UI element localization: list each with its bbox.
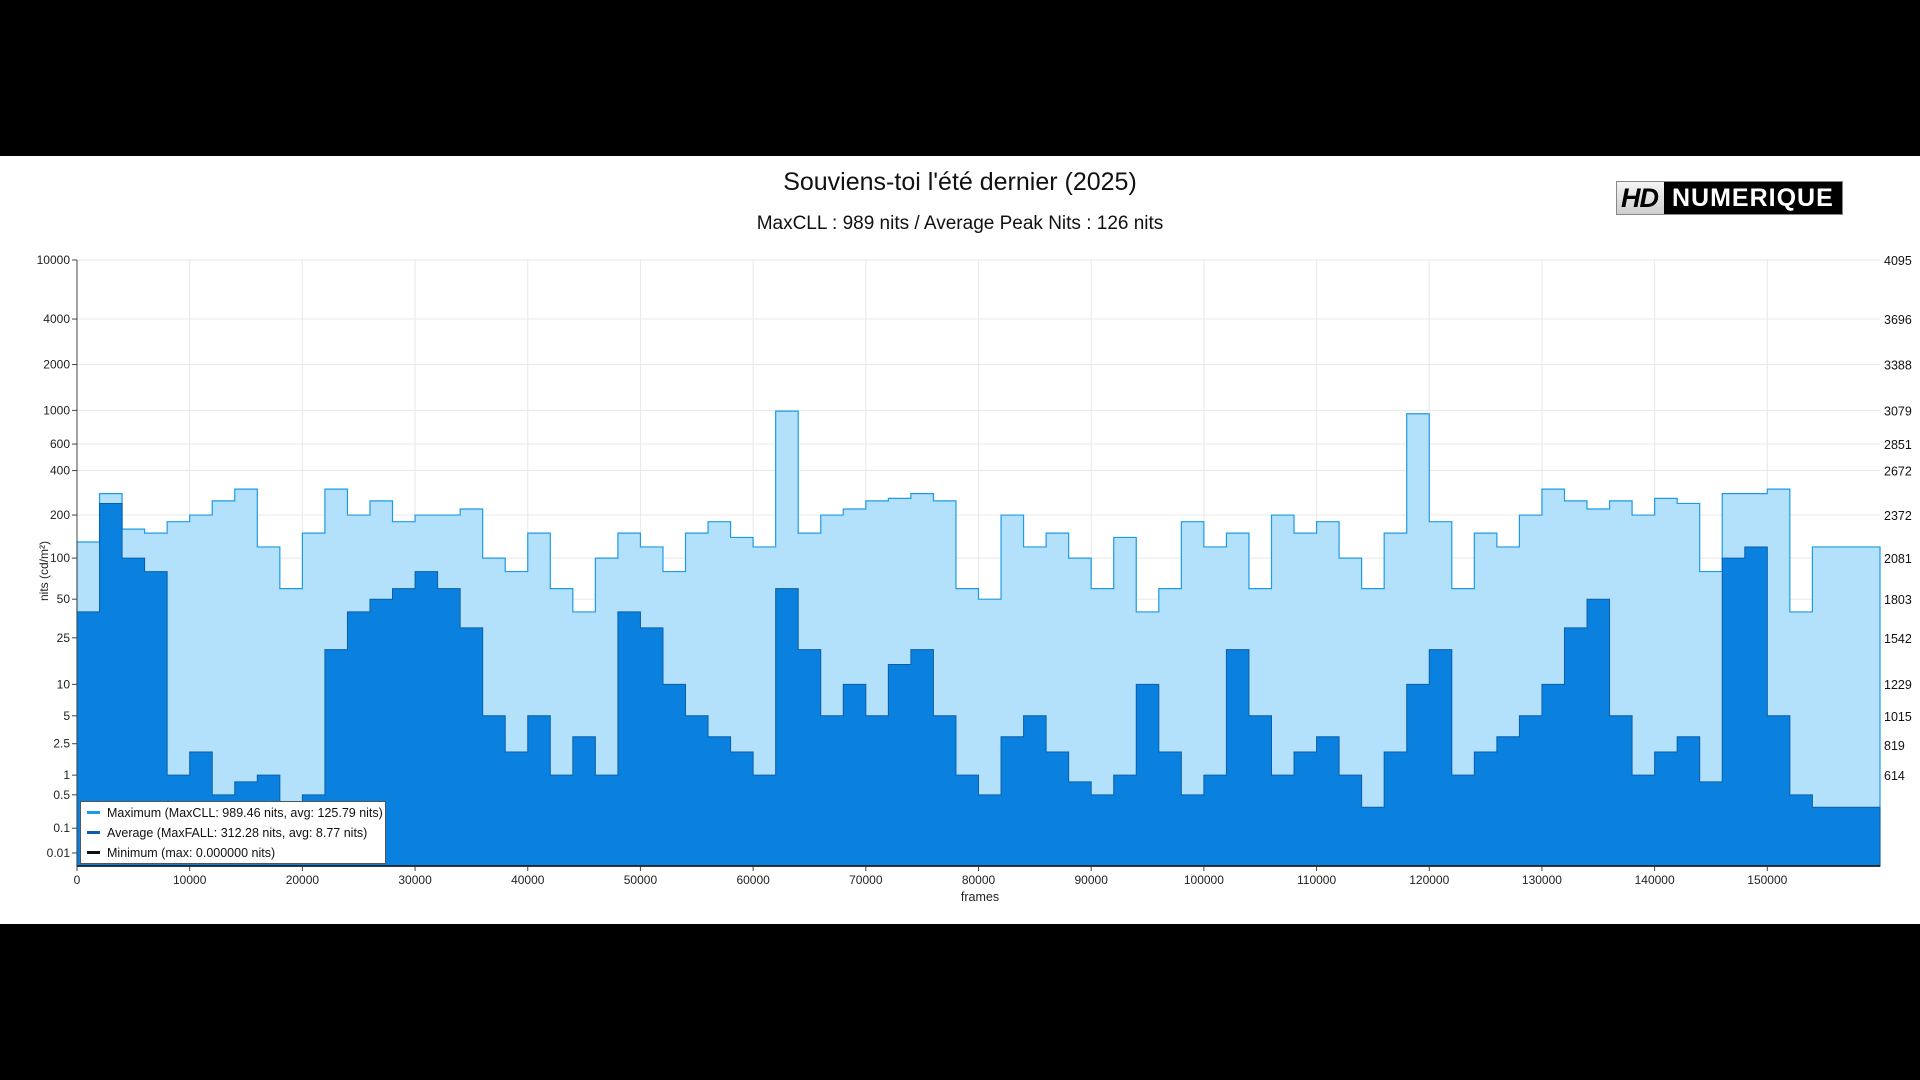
y-tick-label: 2000 — [43, 358, 70, 372]
y-right-tick-label: 4095 — [1884, 254, 1912, 268]
x-tick-label: 150000 — [1747, 873, 1787, 887]
y-tick-label: 400 — [50, 464, 70, 478]
x-tick-label: 50000 — [624, 873, 658, 887]
x-axis-label: frames — [960, 890, 1000, 904]
y-right-tick-label: 614 — [1884, 769, 1905, 783]
legend-swatch — [87, 851, 100, 854]
y-right-tick-label: 2372 — [1884, 509, 1912, 523]
chart-title: Souviens-toi l'été dernier (2025) — [783, 168, 1137, 196]
y-tick-label: 50 — [57, 592, 71, 606]
y-tick-label: 2.5 — [53, 737, 70, 751]
x-tick-label: 80000 — [962, 873, 996, 887]
x-tick-label: 140000 — [1635, 873, 1675, 887]
logo-hd: HD — [1617, 182, 1664, 214]
y-right-tick-label: 1229 — [1884, 678, 1912, 692]
y-tick-label: 0.1 — [53, 821, 70, 835]
chart-panel: Souviens-toi l'été dernier (2025) MaxCLL… — [0, 156, 1920, 924]
y-right-tick-label: 2851 — [1884, 438, 1912, 452]
x-tick-label: 20000 — [286, 873, 320, 887]
y-tick-label: 5 — [63, 709, 70, 723]
legend: Maximum (MaxCLL: 989.46 nits, avg: 125.7… — [80, 801, 386, 864]
x-tick-label: 110000 — [1297, 873, 1336, 887]
legend-swatch — [87, 831, 100, 834]
y-tick-label: 100 — [50, 551, 70, 565]
y-right-tick-label: 3388 — [1884, 359, 1912, 373]
axes: 1000040002000100060040020010050251052.51… — [37, 253, 1912, 887]
y-right-tick-label: 819 — [1884, 739, 1905, 753]
y-right-tick-label: 3696 — [1884, 313, 1912, 327]
x-tick-label: 30000 — [398, 873, 432, 887]
legend-item-minimum: Minimum (max: 0.000000 nits) — [81, 843, 385, 862]
y-tick-label: 0.01 — [47, 846, 71, 860]
hd-numerique-logo: HD NUMERIQUE — [1616, 181, 1843, 215]
legend-label: Maximum (MaxCLL: 989.46 nits, avg: 125.7… — [107, 805, 383, 820]
y-tick-label: 10 — [57, 677, 71, 691]
y-right-tick-label: 1803 — [1884, 593, 1912, 607]
y-right-tick-label: 3079 — [1884, 404, 1912, 418]
x-tick-label: 0 — [74, 873, 81, 887]
y-right-tick-label: 1015 — [1884, 710, 1912, 724]
x-tick-label: 100000 — [1184, 873, 1224, 887]
legend-swatch — [87, 811, 100, 814]
y-right-tick-label: 2672 — [1884, 465, 1912, 479]
x-tick-label: 130000 — [1522, 873, 1562, 887]
x-tick-label: 120000 — [1409, 873, 1449, 887]
legend-label: Minimum (max: 0.000000 nits) — [107, 845, 276, 860]
chart-svg: 1000040002000100060040020010050251052.51… — [37, 253, 1912, 887]
y-tick-label: 10000 — [37, 253, 71, 267]
y-right-tick-label: 2081 — [1884, 552, 1912, 566]
series-average-area — [76, 502, 1881, 867]
y-tick-label: 1000 — [43, 403, 70, 417]
x-tick-label: 40000 — [511, 873, 545, 887]
y-axis-label: nits (cd/m²) — [37, 541, 51, 601]
legend-item-average: Average (MaxFALL: 312.28 nits, avg: 8.77… — [81, 823, 385, 842]
y-tick-label: 25 — [57, 631, 71, 645]
y-tick-label: 1 — [63, 768, 70, 782]
x-tick-label: 70000 — [849, 873, 883, 887]
x-tick-label: 10000 — [173, 873, 207, 887]
y-right-tick-label: 1542 — [1884, 632, 1912, 646]
logo-text: NUMERIQUE — [1664, 182, 1842, 214]
y-tick-label: 600 — [50, 437, 70, 451]
y-tick-label: 0.5 — [53, 788, 70, 802]
x-tick-label: 60000 — [736, 873, 770, 887]
y-tick-label: 200 — [50, 508, 70, 522]
legend-label: Average (MaxFALL: 312.28 nits, avg: 8.77… — [107, 825, 368, 840]
y-tick-label: 4000 — [43, 312, 70, 326]
chart-subtitle: MaxCLL : 989 nits / Average Peak Nits : … — [756, 213, 1164, 234]
x-tick-label: 90000 — [1075, 873, 1109, 887]
legend-item-maximum: Maximum (MaxCLL: 989.46 nits, avg: 125.7… — [81, 803, 385, 822]
